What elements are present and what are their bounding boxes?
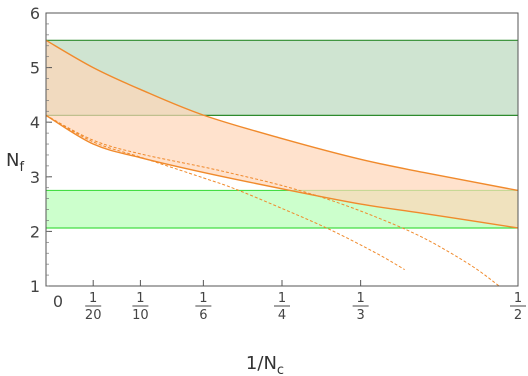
y-axis-title-main: N [6,150,19,171]
x-axis-title-sub: c [277,363,284,376]
y-tick-label: 1 [30,277,40,296]
upper-bound-line [45,39,519,192]
x-tick-label: 0 [53,292,63,311]
dashed-curve-1-line [45,114,500,287]
x-axis-title-main: 1/N [246,353,277,374]
y-axis-title-sub: f [19,160,24,175]
y-axis-title: Nf [6,150,24,175]
y-tick-label: 2 [30,222,40,241]
curves-layer [45,39,519,287]
orange-region-fill [46,40,518,228]
x-tick-denominator: 6 [199,308,207,323]
x-tick-denominator: 20 [85,308,102,323]
y-tick-label: 6 [30,4,40,23]
y-tick-label: 5 [30,59,40,78]
lower-bound-line [45,114,519,229]
y-tick-label: 4 [30,113,40,132]
x-tick-denominator: 10 [132,308,149,323]
y-axis-ticks: 1 2 3 4 5 6 [30,4,52,296]
x-axis-ticks: 0 1 20 1 10 1 6 1 4 1 3 1 2 [45,280,526,323]
x-tick-numerator: 1 [514,291,522,306]
x-tick-denominator: 4 [278,308,286,323]
x-tick-numerator: 1 [89,291,97,306]
x-tick-denominator: 2 [514,308,522,323]
x-tick-denominator: 3 [356,308,364,323]
y-tick-label: 3 [30,168,40,187]
x-tick-numerator: 1 [136,291,144,306]
x-tick-numerator: 1 [199,291,207,306]
x-tick-numerator: 1 [356,291,364,306]
x-axis-title: 1/Nc [246,353,284,376]
x-tick-numerator: 1 [278,291,286,306]
orange-region-layer [46,40,518,228]
